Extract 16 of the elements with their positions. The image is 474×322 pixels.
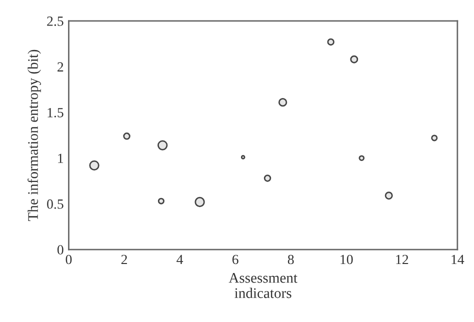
y-tick-label: 2.5 bbox=[47, 16, 64, 26]
x-tick-label: 8 bbox=[288, 254, 294, 264]
x-tick-label: 6 bbox=[232, 254, 238, 264]
y-axis-title: The information entropy (bit) bbox=[28, 50, 41, 222]
y-tick-label: 0 bbox=[57, 245, 64, 255]
x-tick-label: 4 bbox=[176, 254, 184, 264]
y-tick-label: 0.5 bbox=[47, 199, 64, 209]
x-axis-title: Assessment indicators bbox=[228, 273, 298, 298]
y-tick-label: 1 bbox=[58, 154, 64, 163]
x-tick-label: 12 bbox=[396, 254, 408, 264]
y-tick-label: 1.5 bbox=[48, 108, 64, 118]
x-tick-label: 10 bbox=[340, 254, 353, 264]
x-tick-label: 0 bbox=[66, 254, 72, 264]
x-tick-label: 2 bbox=[121, 254, 127, 264]
x-tick-label: 14 bbox=[452, 254, 464, 264]
y-tick-label: 2 bbox=[58, 62, 64, 72]
